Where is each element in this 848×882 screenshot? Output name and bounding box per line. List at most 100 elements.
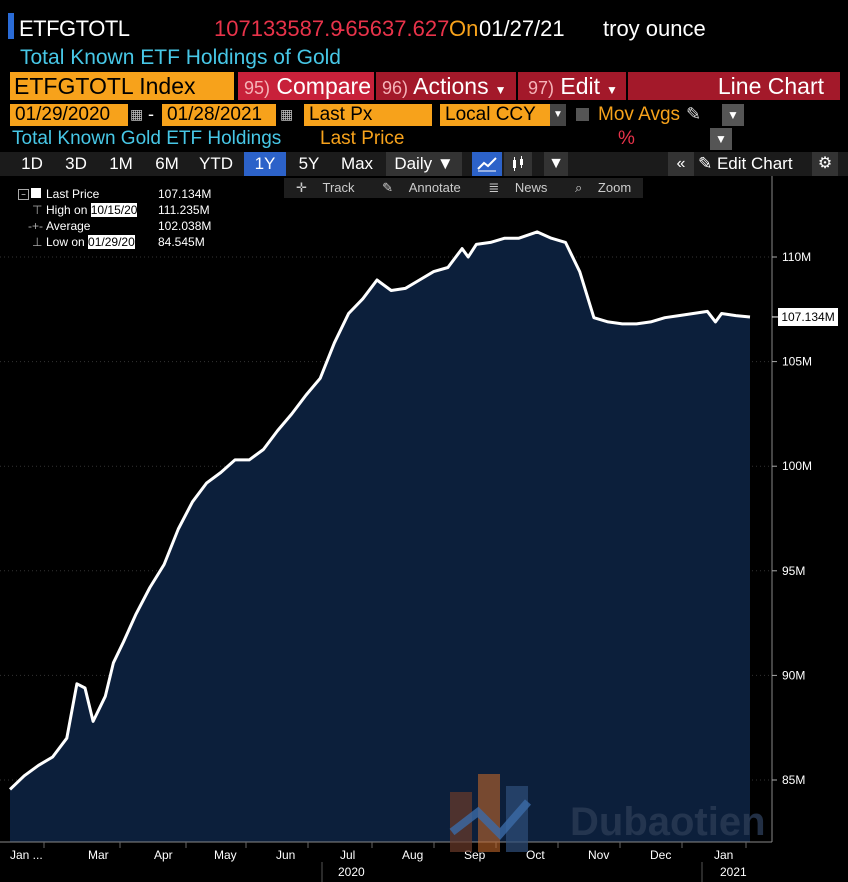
magnifier-icon: ⌕ — [575, 180, 586, 195]
mov-avgs-label: Mov Avgs — [598, 104, 681, 125]
range-1m-button[interactable]: 1M — [109, 154, 133, 173]
start-date-input[interactable]: 01/29/2020 — [10, 104, 128, 126]
high-marker-icon: ⊤ — [32, 203, 43, 217]
y-tick-label: 95M — [782, 564, 805, 578]
security-input[interactable]: ETFGTOTL Index — [10, 72, 234, 100]
track-tool[interactable]: ✛ Track — [290, 180, 361, 195]
x-year-label: 2020 — [338, 865, 365, 879]
pencil-icon: ✎ — [698, 154, 717, 173]
x-tick-label: May — [214, 848, 237, 862]
legend-value: 102.038M — [158, 219, 212, 233]
compare-number: 95) — [244, 78, 271, 98]
legend-value: 84.545M — [158, 235, 205, 249]
calendar-icon[interactable]: ▦ — [280, 106, 294, 122]
watermark-text: Dubaotien — [570, 800, 766, 844]
legend-low-label: Low on — [46, 235, 85, 249]
edit-button[interactable]: 97) Edit ▼ — [518, 72, 626, 100]
x-tick-label: Apr — [154, 848, 173, 862]
x-tick-label: Jan ... — [10, 848, 43, 862]
series-line — [8, 230, 751, 791]
range-dash: - — [148, 104, 154, 124]
news-icon: ≣ — [488, 180, 503, 195]
range-3d-button[interactable]: 3D — [65, 154, 87, 173]
edit-chart-button[interactable]: ✎ Edit Chart — [698, 152, 793, 176]
x-tick-label: Jan — [714, 848, 733, 862]
mov-avgs-checkbox[interactable] — [576, 108, 589, 121]
annotate-label: Annotate — [408, 180, 461, 195]
currency-select[interactable]: Local CCY — [440, 104, 550, 126]
filter-dropdown-icon[interactable]: ▼ — [722, 104, 744, 126]
quote-date: 01/27/21 — [479, 16, 565, 41]
legend-label: Average — [46, 219, 91, 233]
legend-high: ⊤ High on 10/15/20 111.235M — [18, 202, 218, 218]
range-5y-button[interactable]: 5Y — [298, 154, 320, 173]
date-range-row: 01/29/2020 ▦ - 01/28/2021 ▦ Last Px Loca… — [0, 104, 848, 126]
security-marker — [8, 13, 14, 39]
compare-button[interactable]: 95) Compare — [238, 72, 374, 100]
actions-button[interactable]: 96) Actions ▼ — [376, 72, 516, 100]
price-field-select[interactable]: Last Px — [304, 104, 432, 126]
y-tick-label: 110M — [782, 250, 811, 264]
ticker-label[interactable]: ETFGTOTL — [19, 16, 130, 41]
legend-average: -+- Average 102.038M — [18, 218, 218, 234]
line-chart-icon[interactable] — [472, 152, 502, 176]
y-tick-label: 85M — [782, 773, 805, 787]
area-fill — [10, 231, 750, 842]
security-description: Total Known ETF Holdings of Gold — [20, 46, 341, 69]
annotate-tool[interactable]: ✎ Annotate — [376, 180, 467, 195]
y-tick-label: 100M — [782, 459, 812, 473]
x-axis-ticks: Jan ... Mar Apr May Jun Jul Aug Sep Oct Nov Dec Jan… — [10, 842, 747, 882]
filter-dropdown-icon[interactable]: ▼ — [544, 152, 568, 176]
candlestick-icon[interactable] — [504, 152, 532, 176]
series-field: Last Price — [320, 128, 405, 149]
line-chart[interactable]: 85M 90M 95M 100M 105M 110M Jan ... Mar Apr May Ju… — [0, 176, 848, 882]
track-label: Track — [322, 180, 355, 195]
range-max-button[interactable]: Max — [340, 154, 374, 173]
x-tick-label: Dec — [650, 848, 671, 862]
legend-last-price: − Last Price 107.134M — [18, 186, 218, 202]
collapse-left-icon[interactable]: « — [668, 152, 694, 176]
compare-label: Compare — [276, 73, 372, 99]
range-6m-button[interactable]: 6M — [155, 154, 179, 173]
collapse-icon[interactable]: − — [18, 189, 29, 200]
net-change: -65637.627 — [338, 16, 450, 41]
chart-tools-bar: ✛ Track ✎ Annotate ≣ News ⌕ Zoom — [284, 178, 644, 198]
legend-label: Last Price — [46, 187, 100, 201]
calendar-icon[interactable]: ▦ — [130, 106, 144, 122]
chevron-down-icon[interactable]: ▼ — [550, 104, 566, 126]
chart-type-label[interactable]: Line Chart — [628, 72, 840, 100]
legend-value: 107.134M — [158, 187, 212, 201]
legend-label: Low on 01/29/20 — [46, 234, 135, 250]
range-ytd-button[interactable]: YTD — [199, 154, 233, 173]
gear-icon[interactable]: ⚙ — [812, 152, 838, 176]
average-swatch — [110, 220, 154, 232]
range-1d-button[interactable]: 1D — [21, 154, 43, 173]
end-date-input[interactable]: 01/28/2021 — [162, 104, 276, 126]
watermark-logo-icon — [449, 774, 532, 852]
actions-number: 96) — [382, 78, 409, 98]
edit-number: 97) — [528, 78, 555, 98]
pencil-icon: ✎ — [382, 180, 397, 195]
percent-toggle[interactable]: % — [618, 128, 635, 149]
news-tool[interactable]: ≣ News — [482, 180, 553, 195]
pencil-icon[interactable]: ✎ — [686, 104, 702, 124]
frequency-select[interactable]: Daily ▼ — [386, 152, 462, 176]
last-price-badge: 107.134M — [778, 308, 838, 326]
zoom-tool[interactable]: ⌕ Zoom — [569, 180, 637, 195]
legend-value: 111.235M — [158, 203, 210, 217]
legend-high-label: High on — [46, 203, 88, 217]
x-tick-label: Jul — [340, 848, 355, 862]
y-axis-ticks: 85M 90M 95M 100M 105M 110M — [772, 250, 812, 787]
y-tick-label: 90M — [782, 668, 805, 682]
x-tick-label: Jun — [276, 848, 295, 862]
filter-dropdown-icon[interactable]: ▼ — [710, 128, 732, 150]
legend-high-date: 10/15/20 — [90, 203, 138, 217]
x-tick-label: Aug — [402, 848, 423, 862]
x-tick-label: Mar — [88, 848, 109, 862]
range-1y-button[interactable]: 1Y — [244, 152, 286, 176]
unit-label: troy ounce — [603, 16, 706, 41]
edit-label: Edit — [560, 73, 601, 99]
last-value: 107133587.9 — [214, 16, 343, 41]
x-tick-label: Oct — [526, 848, 545, 862]
x-year-label: 2021 — [720, 865, 747, 879]
